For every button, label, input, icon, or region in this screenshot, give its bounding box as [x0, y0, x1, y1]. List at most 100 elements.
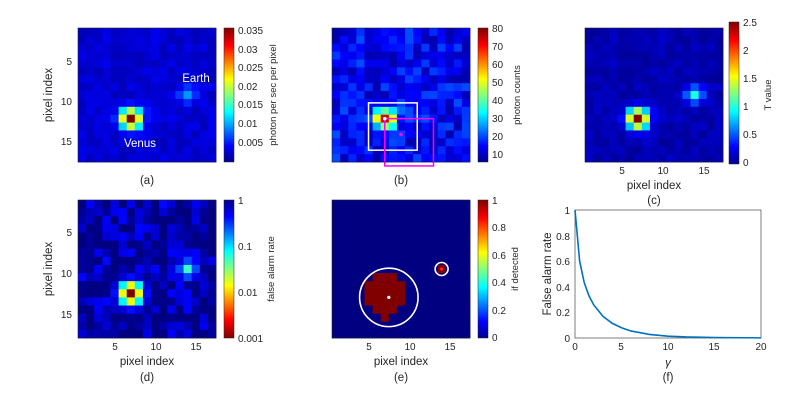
- heatmap-a-cell: [110, 138, 119, 147]
- heatmap-e-cell: [445, 248, 455, 258]
- heatmap-b-cell: [372, 67, 382, 76]
- heatmap-b-cell: [421, 138, 430, 147]
- panel-b-frame: [331, 27, 471, 163]
- heatmap-c-cell: [625, 75, 635, 84]
- heatmap-c-cell: [625, 114, 635, 123]
- heatmap-e-cell: [372, 281, 382, 290]
- heatmap-b-cell: [332, 146, 341, 155]
- heatmap-e-cell: [429, 264, 438, 274]
- heatmap-c-cell: [698, 75, 708, 84]
- heatmap-a-cell: [134, 75, 144, 84]
- heatmap-a-cell: [159, 75, 168, 84]
- heatmap-e-cell: [413, 329, 422, 339]
- heatmap-c-cell: [674, 28, 683, 37]
- heatmap-e-cell: [429, 329, 438, 339]
- heatmap-b-cell: [437, 114, 447, 123]
- heatmap-a-cell: [183, 75, 193, 84]
- heatmap-c-cell: [633, 43, 643, 53]
- heatmap-a-cell: [102, 83, 111, 92]
- heatmap-e-cell: [453, 224, 463, 233]
- heatmap-d-cell: [110, 305, 119, 315]
- heatmap-e-cell: [453, 273, 463, 282]
- heatmap-b-cell: [356, 83, 365, 92]
- heatmap-c-cell: [674, 43, 683, 53]
- heatmap-c-cell: [698, 91, 708, 100]
- heatmap-a-cell: [167, 154, 176, 163]
- heatmap-b-cell: [445, 43, 455, 53]
- heatmap-a-cell: [118, 59, 128, 68]
- heatmap-c-cell: [658, 98, 667, 108]
- heatmap-b-cell: [429, 35, 438, 45]
- heatmap-b-cell: [421, 35, 430, 45]
- heatmap-d-cell: [167, 240, 176, 250]
- heatmap-e-cell: [348, 297, 357, 306]
- heatmap-a-cell: [102, 138, 111, 147]
- panel-f-xlabel: γ: [665, 357, 672, 369]
- heatmap-d-cell: [183, 264, 193, 274]
- heatmap-b-cell: [332, 59, 341, 68]
- heatmap-c-cell: [625, 122, 635, 131]
- heatmap-a-cell: [134, 83, 144, 92]
- heatmap-c-cell: [617, 114, 626, 123]
- heatmap-c-cell: [682, 51, 691, 60]
- heatmap-a-cell: [94, 114, 103, 123]
- heatmap-b-cell: [437, 35, 447, 45]
- heatmap-b-cell: [445, 98, 455, 108]
- heatmap-d-cell: [110, 216, 119, 225]
- heatmap-a-cell: [78, 28, 87, 37]
- heatmap-c-cell: [609, 91, 618, 100]
- heatmap-e-cell: [421, 281, 430, 290]
- heatmap-a-cell: [151, 146, 160, 155]
- heatmap-a-cell: [94, 75, 103, 84]
- heatmap-b-cell: [421, 59, 430, 68]
- heatmap-c-cell: [690, 138, 700, 147]
- heatmap-c-cell: [609, 83, 618, 92]
- heatmap-b-cell: [461, 98, 471, 108]
- heatmap-a-cell: [94, 35, 103, 45]
- heatmap-d-cell: [86, 329, 95, 339]
- heatmap-e-cell: [332, 264, 341, 274]
- heatmap-e-cell: [396, 240, 406, 250]
- heatmap-b-cell: [445, 28, 455, 37]
- heatmap-d-cell: [110, 200, 119, 209]
- heatmap-c-cell: [690, 43, 700, 53]
- heatmap-d-cell: [118, 232, 128, 241]
- heatmap-b-cell: [421, 75, 430, 84]
- heatmap-d-cell: [142, 208, 152, 217]
- heatmap-a-cell: [175, 138, 184, 147]
- heatmap-e-cell: [405, 224, 414, 233]
- heatmap-e-cell: [372, 200, 382, 209]
- heatmap-d-cell: [126, 240, 136, 250]
- heatmap-a-cell: [86, 51, 95, 60]
- heatmap-e-cell: [348, 248, 357, 258]
- heatmap-c-cell: [601, 98, 610, 108]
- heatmap-b-pixels: [332, 28, 471, 163]
- heatmap-e-cell: [380, 273, 390, 282]
- heatmap-e-cell: [372, 248, 382, 258]
- heatmap-e-cell: [356, 281, 365, 290]
- heatmap-c-cell: [609, 51, 618, 60]
- heatmap-b-cell: [405, 35, 414, 45]
- heatmap-e-cell: [380, 281, 390, 290]
- heatmap-d-cell: [167, 216, 176, 225]
- heatmap-c-cell: [714, 114, 724, 123]
- heatmap-b-cell: [437, 43, 447, 53]
- heatmap-a-cell: [110, 130, 119, 139]
- panel-c-cbtick-2: 2: [743, 46, 749, 57]
- panel-d-colorbar-label: false alarm rate: [266, 236, 277, 301]
- heatmap-c-cell: [649, 51, 659, 60]
- heatmap-b-cell: [356, 98, 365, 108]
- heatmap-d-cell: [151, 281, 160, 290]
- heatmap-b-cell: [364, 75, 373, 84]
- heatmap-a-cell: [151, 122, 160, 131]
- heatmap-a-cell: [175, 122, 184, 131]
- panel-e: 5 10 15 pixel index (e) 1 0.8 0.6 0.4 0.…: [331, 196, 521, 384]
- panel-f-ytick-0.4: 0.4: [556, 283, 570, 294]
- heatmap-a-cell: [118, 35, 128, 45]
- panel-e-frame: [331, 199, 471, 339]
- heatmap-c-cell: [666, 138, 675, 147]
- heatmap-a-cell: [183, 130, 193, 139]
- heatmap-c-cell: [682, 146, 691, 155]
- heatmap-d-cell: [207, 321, 217, 331]
